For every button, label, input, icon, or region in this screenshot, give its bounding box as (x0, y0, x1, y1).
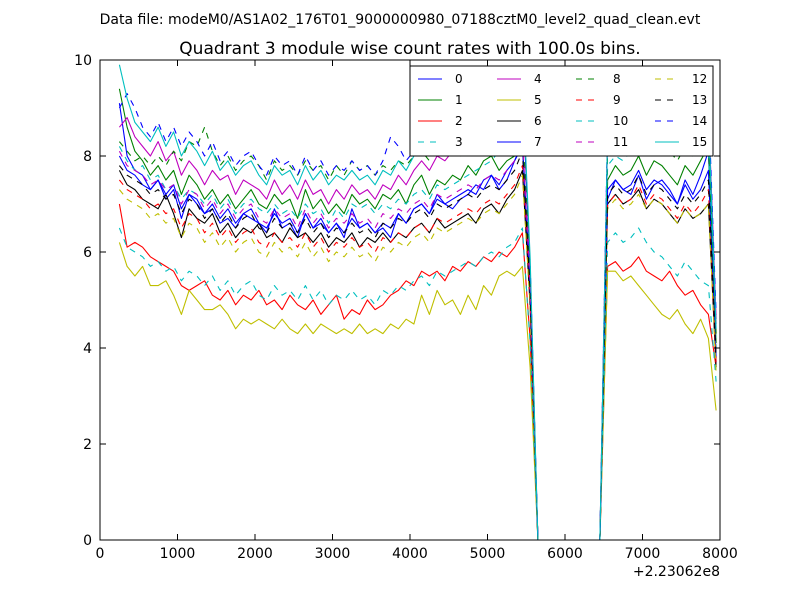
legend-label-10: 10 (613, 114, 628, 128)
y-tick-label: 6 (83, 245, 92, 261)
legend-label-2: 2 (455, 114, 463, 128)
x-tick-label: 3000 (315, 546, 351, 562)
legend-label-0: 0 (455, 72, 463, 86)
series-line-13 (118, 150, 717, 540)
series-line-1 (118, 88, 717, 540)
x-tick-label: 8000 (702, 546, 738, 562)
series-line-12 (118, 174, 717, 540)
legend-label-5: 5 (534, 93, 542, 107)
legend-label-15: 15 (692, 135, 707, 149)
legend-label-14: 14 (692, 114, 707, 128)
y-tick-label: 0 (83, 533, 92, 549)
legend-label-12: 12 (692, 72, 707, 86)
series-line-11 (118, 102, 717, 540)
legend-label-4: 4 (534, 72, 542, 86)
legend-label-6: 6 (534, 114, 542, 128)
legend-label-3: 3 (455, 135, 463, 149)
series-line-10 (118, 227, 717, 540)
x-tick-label: 7000 (625, 546, 661, 562)
x-tick-label: 5000 (470, 546, 506, 562)
y-tick-label: 4 (83, 341, 92, 357)
x-tick-label: 1000 (160, 546, 196, 562)
y-tick-label: 10 (74, 53, 92, 69)
series-line-9 (118, 165, 717, 540)
figure-suptitle: Data file: modeM0/AS1A02_176T01_90000009… (100, 12, 701, 28)
legend-label-13: 13 (692, 93, 707, 107)
x-tick-label: 6000 (547, 546, 583, 562)
y-tick-label: 2 (83, 437, 92, 453)
x-tick-label: 4000 (392, 546, 428, 562)
x-axis: 0 1000 2000 3000 4000 5000 6000 7000 8000 (96, 60, 738, 562)
legend-label-8: 8 (613, 72, 621, 86)
legend-label-11: 11 (613, 135, 628, 149)
x-tick-label: 0 (96, 546, 105, 562)
legend-label-1: 1 (455, 93, 463, 107)
series-line-2 (118, 203, 717, 540)
series-line-5 (118, 242, 717, 540)
series-line-7 (118, 141, 717, 540)
legend-frame (409, 65, 714, 157)
x-offset-label: +2.23062e8 (633, 564, 720, 580)
chart-title: Quadrant 3 module wise count rates with … (179, 39, 640, 59)
x-tick-label: 2000 (237, 546, 273, 562)
legend-label-9: 9 (613, 93, 621, 107)
legend-label-7: 7 (534, 135, 542, 149)
y-tick-label: 8 (83, 149, 92, 165)
